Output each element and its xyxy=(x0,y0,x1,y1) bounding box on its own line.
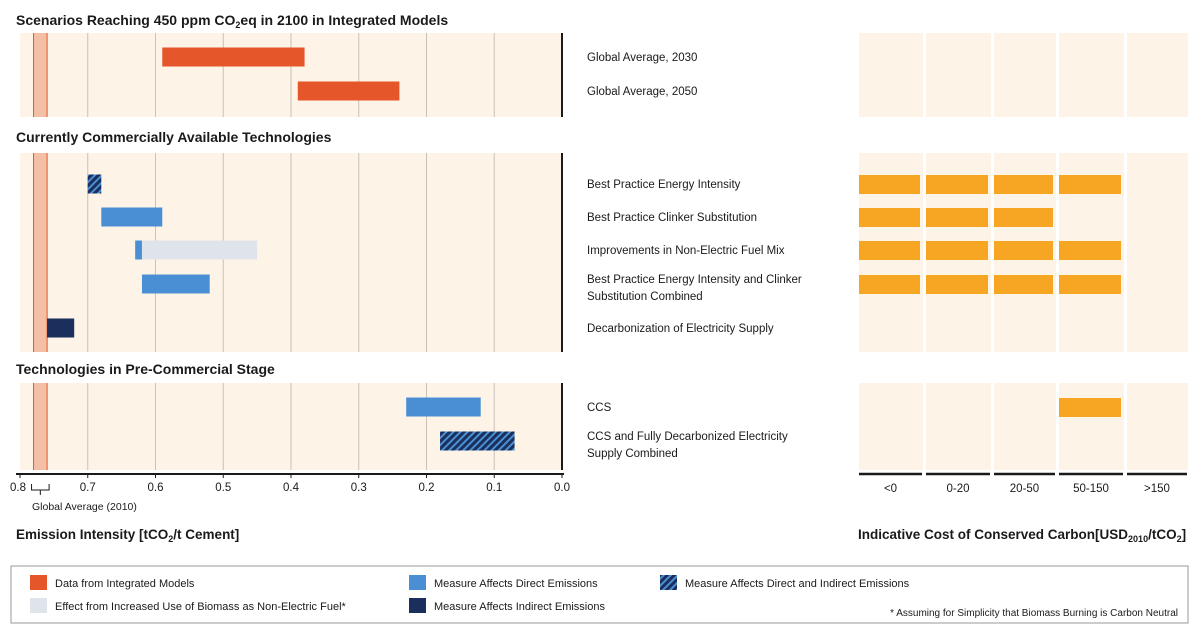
legend-swatch-both xyxy=(660,575,677,590)
cost-panel-cell xyxy=(994,383,1056,470)
reference-label: Global Average (2010) xyxy=(32,501,137,513)
bar-direct xyxy=(406,397,481,417)
legend-box xyxy=(10,565,1189,624)
bar-both xyxy=(87,174,102,194)
bar-direct xyxy=(135,240,142,260)
cost-panel-cell xyxy=(1127,383,1188,470)
row-label: Best Practice Energy Intensity xyxy=(587,179,741,191)
cost-bar xyxy=(994,208,1053,227)
cost-panel-cell xyxy=(926,33,991,117)
legend-swatch-direct xyxy=(409,575,426,590)
reference-band xyxy=(33,33,48,117)
cost-panel-cell xyxy=(859,33,923,117)
bar-direct xyxy=(141,274,210,294)
x-tick-label: 0.8 xyxy=(10,482,26,494)
legend-swatch-model xyxy=(30,575,47,590)
cost-panel-cell xyxy=(1059,383,1124,470)
legend-label: Measure Affects Direct and Indirect Emis… xyxy=(685,578,910,590)
x-tick-label: 0.5 xyxy=(215,482,231,494)
bar-direct xyxy=(101,207,163,227)
x-tick-label: 0.6 xyxy=(148,482,164,494)
bar-indirect xyxy=(47,318,75,338)
cost-category-label: 0-20 xyxy=(946,483,969,495)
legend-label: Measure Affects Indirect Emissions xyxy=(434,601,605,613)
x-tick-label: 0.1 xyxy=(486,482,502,494)
bar-model xyxy=(297,81,400,101)
cost-bar xyxy=(859,241,920,260)
x-tick-label: 0.3 xyxy=(351,482,367,494)
x-tick-label: 0.2 xyxy=(419,482,435,494)
x-tick-label: 0.4 xyxy=(283,482,300,494)
footnote: * Assuming for Simplicity that Biomass B… xyxy=(890,608,1178,619)
row-label: Decarbonization of Electricity Supply xyxy=(587,323,774,335)
row-label: Global Average, 2050 xyxy=(587,86,697,98)
cost-bar xyxy=(926,275,988,294)
cost-bar xyxy=(859,175,920,194)
row-label: Improvements in Non-Electric Fuel Mix xyxy=(587,245,785,257)
row-label: Best Practice Energy Intensity and Clink… xyxy=(587,274,802,286)
cost-bar xyxy=(926,241,988,260)
row-label: Substitution Combined xyxy=(587,291,703,303)
legend-swatch-biomass xyxy=(30,598,47,613)
cost-bar xyxy=(926,208,988,227)
cost-bar xyxy=(1059,398,1121,417)
row-label: Supply Combined xyxy=(587,448,678,460)
cost-bar xyxy=(994,275,1053,294)
legend-label: Measure Affects Direct Emissions xyxy=(434,578,598,590)
bar-both xyxy=(440,431,515,451)
cost-panel-cell xyxy=(1059,33,1124,117)
cost-panel-cell xyxy=(1127,33,1188,117)
cost-bar xyxy=(994,241,1053,260)
section-title: Technologies in Pre-Commercial Stage xyxy=(16,361,275,377)
bar-model xyxy=(162,47,305,67)
legend-label: Data from Integrated Models xyxy=(55,578,195,590)
reference-band xyxy=(33,383,48,470)
cost-panel-cell xyxy=(926,383,991,470)
x-axis-title: Emission Intensity [tCO2/t Cement] xyxy=(16,527,239,544)
x-tick-label: 0.0 xyxy=(554,482,570,494)
row-label: CCS xyxy=(587,402,612,414)
cost-bar xyxy=(1059,275,1121,294)
reference-band xyxy=(33,153,48,352)
x-tick-label: 0.7 xyxy=(80,482,96,494)
legend-label: Effect from Increased Use of Biomass as … xyxy=(55,601,347,613)
cost-bar xyxy=(926,175,988,194)
cost-panel-cell xyxy=(1127,153,1188,352)
reference-bracket xyxy=(31,484,50,495)
row-label: CCS and Fully Decarbonized Electricity xyxy=(587,431,788,443)
cost-category-label: >150 xyxy=(1144,483,1170,495)
cost-axis-title: Indicative Cost of Conserved Carbon[USD2… xyxy=(858,527,1186,544)
cost-category-label: 20-50 xyxy=(1010,483,1039,495)
row-label: Global Average, 2030 xyxy=(587,52,697,64)
row-label: Best Practice Clinker Substitution xyxy=(587,212,757,224)
cost-bar xyxy=(1059,241,1121,260)
section-title: Currently Commercially Available Technol… xyxy=(16,129,332,145)
legend-swatch-indirect xyxy=(409,598,426,613)
cost-bar xyxy=(1059,175,1121,194)
section-title: Scenarios Reaching 450 ppm CO2eq in 2100… xyxy=(16,12,448,30)
bar-biomass xyxy=(141,240,258,260)
cost-category-label: <0 xyxy=(884,483,897,495)
cost-panel-cell xyxy=(994,33,1056,117)
cost-category-label: 50-150 xyxy=(1073,483,1109,495)
cost-bar xyxy=(859,275,920,294)
cost-bar xyxy=(859,208,920,227)
cost-bar xyxy=(994,175,1053,194)
cost-panel-cell xyxy=(859,383,923,470)
